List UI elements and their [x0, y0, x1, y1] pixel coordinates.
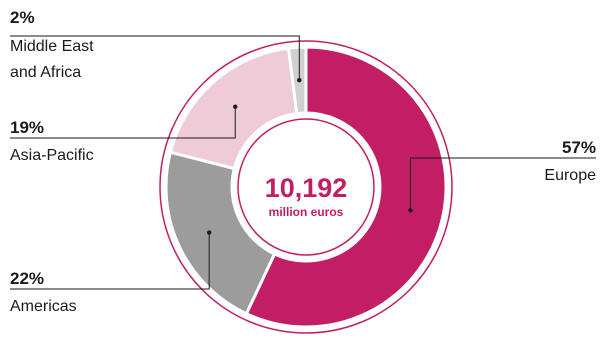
- center-unit: million euros: [269, 205, 344, 219]
- slice-label-americas: Americas: [10, 298, 77, 315]
- slice-pct-mea: 2%: [10, 8, 35, 27]
- center-value: 10,192: [265, 173, 348, 203]
- slice-pct-europe: 57%: [562, 138, 596, 157]
- leader-line-europe: [409, 157, 596, 211]
- inner-ring: [237, 118, 375, 256]
- leader-line-asia-pacific: [10, 106, 236, 139]
- slice-europe: [244, 45, 448, 329]
- leader-line-mea: [10, 35, 300, 81]
- slice-pct-asia-pacific: 19%: [10, 118, 44, 137]
- leader-dot-mea: [297, 78, 302, 83]
- slice-label-europe: Europe: [544, 167, 596, 184]
- slice-asia-pacific: [168, 46, 299, 171]
- slice-label-asia-pacific: Asia-Pacific: [10, 147, 94, 164]
- slice-label-mea-line2: and Africa: [10, 64, 81, 81]
- leaders-group: [10, 35, 596, 290]
- slice-pct-americas: 22%: [10, 269, 44, 288]
- outer-ring: [159, 40, 453, 334]
- leader-line-americas: [10, 232, 210, 290]
- slice-americas: [164, 150, 277, 316]
- slice-label-mea-line1: Middle East: [10, 38, 94, 55]
